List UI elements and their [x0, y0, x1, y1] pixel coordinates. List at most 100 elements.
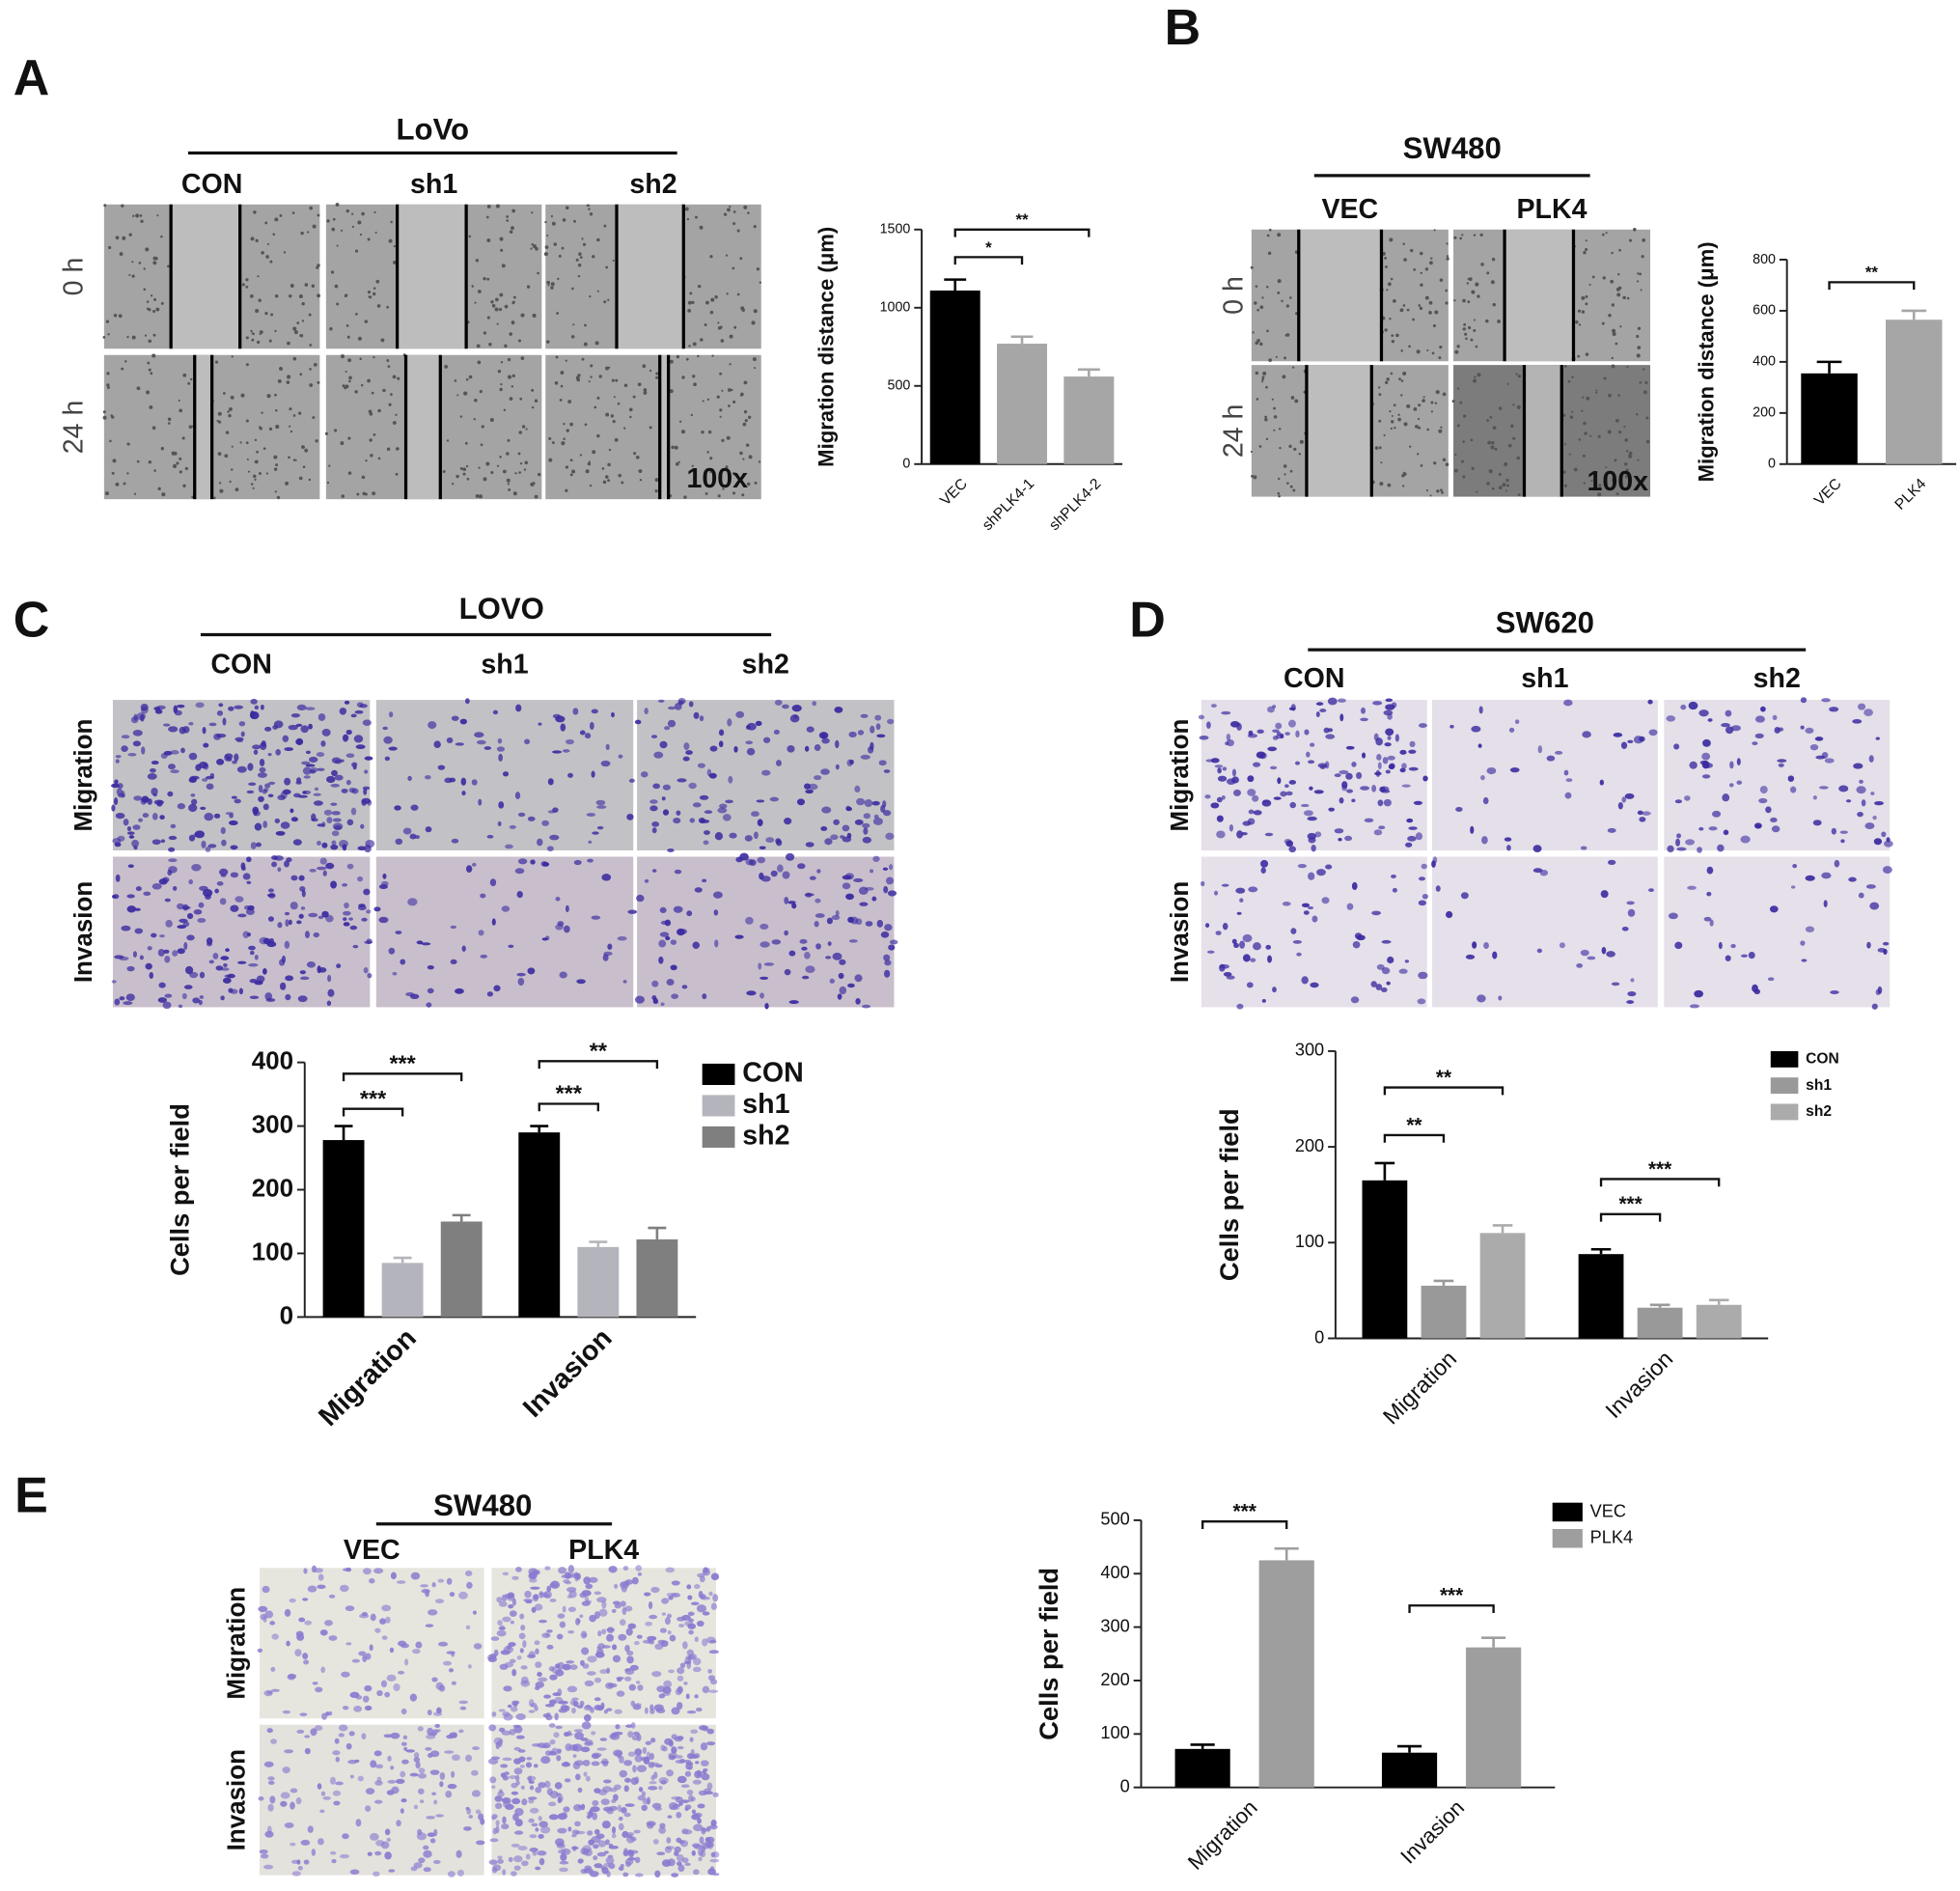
- cell-speck: [732, 400, 736, 404]
- stained-cell: [134, 928, 144, 934]
- stained-cell: [1684, 795, 1691, 801]
- stained-cell: [809, 876, 816, 880]
- stained-cell: [243, 904, 251, 910]
- column-label: CON: [181, 169, 243, 200]
- cell-speck: [571, 287, 574, 291]
- stained-cell: [501, 905, 511, 912]
- cell-speck: [462, 467, 467, 472]
- error-bar: [1708, 1298, 1729, 1305]
- cell-speck: [143, 267, 146, 270]
- stained-cell: [288, 919, 292, 926]
- stained-cell: [549, 1599, 557, 1602]
- cell-speck: [754, 367, 757, 370]
- stained-cell: [664, 1738, 674, 1745]
- stained-cell: [1564, 792, 1572, 799]
- stained-cell: [745, 740, 754, 745]
- stained-cell: [612, 1655, 621, 1663]
- stained-cell: [345, 1742, 352, 1750]
- cell-speck: [1477, 294, 1480, 298]
- stained-cell: [538, 1677, 548, 1682]
- stained-cell: [696, 1604, 707, 1613]
- cell-speck: [227, 410, 230, 413]
- stained-cell: [296, 777, 302, 784]
- stained-cell: [665, 1567, 676, 1573]
- cell-speck: [254, 478, 257, 482]
- stained-cell: [567, 1606, 576, 1613]
- stained-cell: [1321, 897, 1330, 904]
- bar: [1174, 1748, 1230, 1788]
- significance-label: **: [1865, 264, 1879, 282]
- stained-cell: [426, 1002, 432, 1008]
- stained-cell: [388, 1869, 396, 1873]
- legend-swatch: [1552, 1502, 1583, 1522]
- stained-cell: [626, 1655, 634, 1664]
- stained-cell: [497, 1620, 503, 1627]
- stained-cell: [693, 1657, 702, 1666]
- cell-speck: [596, 433, 600, 438]
- cell-speck: [1261, 377, 1264, 381]
- stained-cell: [1226, 733, 1231, 741]
- stained-cell: [384, 1851, 392, 1860]
- stained-cell: [618, 1633, 627, 1641]
- cell-speck: [1389, 237, 1394, 242]
- cell-speck: [499, 387, 503, 392]
- stained-cell: [617, 1804, 622, 1813]
- cell-speck: [1624, 438, 1628, 442]
- stained-cell: [114, 955, 124, 959]
- stained-cell: [1701, 774, 1711, 779]
- stained-cell: [567, 772, 573, 778]
- cell-speck: [500, 361, 504, 364]
- cell-speck: [1628, 451, 1633, 456]
- stained-cell: [444, 777, 453, 784]
- cell-speck: [478, 494, 483, 499]
- stained-cell: [719, 803, 728, 809]
- cell-speck: [612, 259, 615, 263]
- stained-cell: [1373, 829, 1383, 836]
- cell-speck: [1401, 485, 1405, 487]
- stained-cell: [826, 917, 833, 925]
- stained-cell: [581, 1590, 592, 1597]
- stained-cell: [257, 772, 267, 778]
- stained-cell: [626, 1650, 634, 1656]
- stained-cell: [1698, 826, 1704, 831]
- micrograph: [487, 1721, 720, 1878]
- cell-speck: [173, 463, 178, 468]
- stained-cell: [396, 1580, 406, 1584]
- stained-cell: [427, 987, 434, 994]
- micrograph: [486, 1565, 720, 1722]
- stained-cell: [862, 836, 872, 844]
- cell-speck: [485, 215, 489, 219]
- bar: [440, 1221, 483, 1318]
- stained-cell: [516, 1655, 522, 1660]
- cell-speck: [517, 452, 521, 456]
- stained-cell: [620, 1863, 624, 1868]
- stained-cell: [446, 1651, 455, 1655]
- legend-label: sh1: [742, 1089, 789, 1120]
- stained-cell: [1370, 981, 1377, 987]
- stained-cell: [1232, 789, 1242, 796]
- stained-cell: [362, 1655, 368, 1662]
- stained-cell: [267, 916, 274, 922]
- stained-cell: [413, 1752, 420, 1759]
- cell-speck: [152, 261, 157, 265]
- stained-cell: [805, 789, 814, 794]
- stained-cell: [480, 893, 486, 899]
- stained-cell: [264, 726, 272, 732]
- cell-speck: [1612, 331, 1616, 337]
- stained-cell: [581, 1600, 591, 1606]
- cell-speck: [1294, 399, 1299, 403]
- stained-cell: [225, 948, 230, 953]
- stained-cell: [1307, 816, 1317, 821]
- stained-cell: [358, 904, 366, 907]
- stained-cell: [491, 1710, 497, 1717]
- cell-speck: [309, 383, 314, 387]
- cell-speck: [1420, 271, 1422, 275]
- cell-speck: [239, 441, 242, 444]
- cell-speck: [478, 290, 482, 293]
- stained-cell: [553, 1732, 560, 1738]
- legend-label: VEC: [1590, 1501, 1626, 1520]
- stained-cell: [434, 1723, 441, 1729]
- stained-cell: [317, 1573, 324, 1581]
- cell-speck: [560, 384, 564, 388]
- cell-speck: [475, 259, 480, 263]
